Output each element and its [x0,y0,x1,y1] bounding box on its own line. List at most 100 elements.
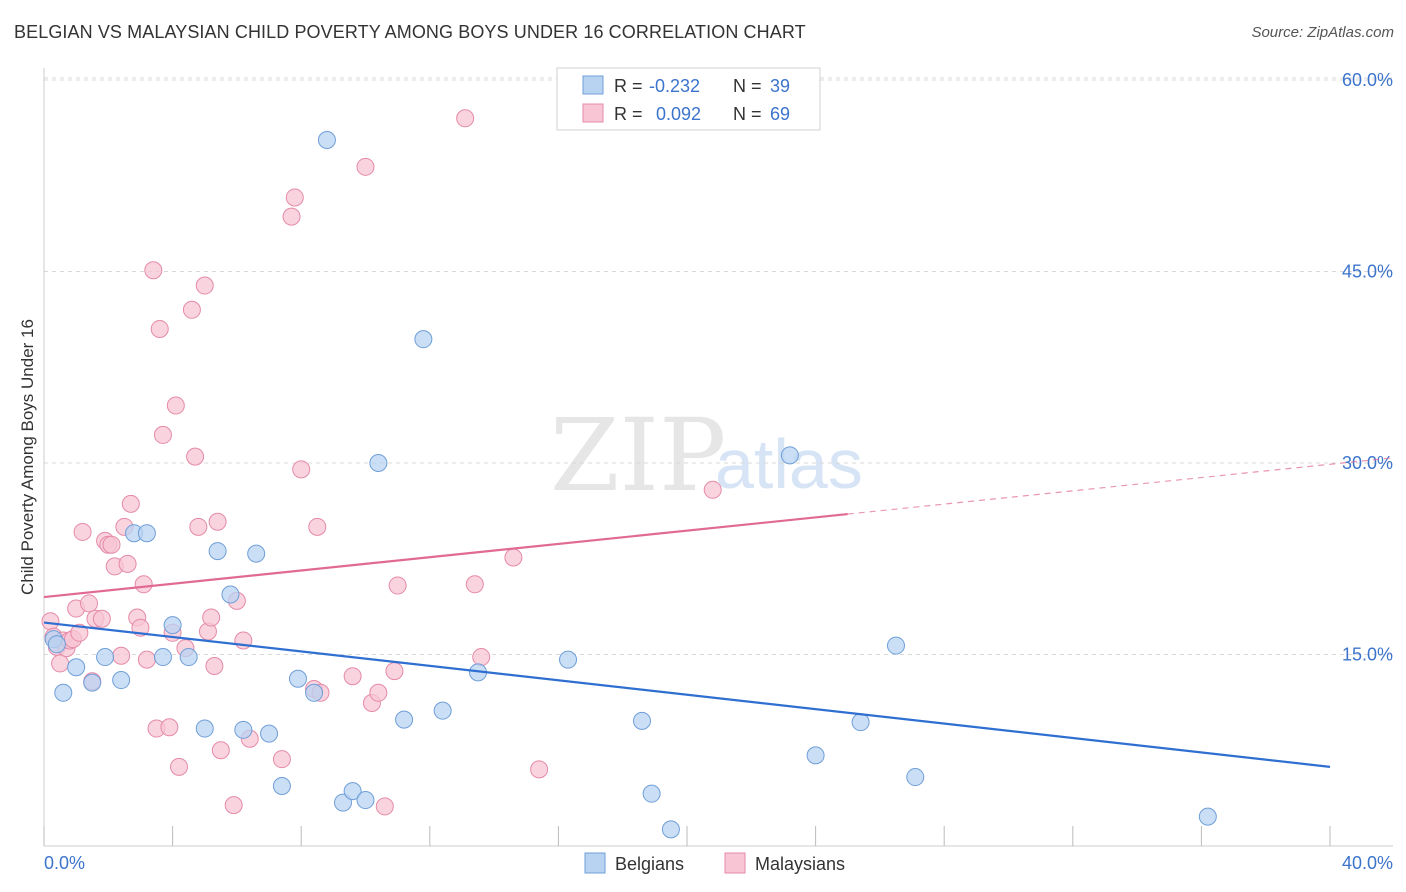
legend-r-label-belgians: R = [614,76,643,96]
point-malaysians [80,594,99,613]
point-belgians [1198,807,1217,826]
point-malaysians [375,797,394,816]
point-belgians [221,585,240,604]
point-belgians [642,784,661,803]
point-belgians [906,768,925,787]
point-malaysians [41,612,60,631]
point-belgians [333,793,352,812]
point-belgians [886,636,905,655]
watermark-zip: ZIP [550,397,726,514]
point-belgians [288,669,307,688]
y-tick-label: 30.0% [1342,453,1393,473]
point-malaysians [112,646,131,665]
point-belgians [317,131,336,150]
point-malaysians [369,683,388,702]
point-belgians [343,782,362,801]
legend-n-label-belgians: N = [733,76,762,96]
point-belgians [112,671,131,690]
trend-line-belgians [43,621,1331,768]
point-malaysians [51,654,70,673]
point-malaysians [195,276,214,295]
point-malaysians [186,447,205,466]
legend-bottom-swatch-malaysians [724,852,746,874]
point-belgians [208,542,227,561]
legend-swatch-belgians [582,75,604,95]
x-ticks [43,826,1331,846]
point-malaysians [224,796,243,815]
point-malaysians [211,741,230,760]
grid-lines [44,77,1393,655]
point-malaysians [134,575,153,594]
legend-bottom-label-belgians: Belgians [615,854,684,874]
point-malaysians [308,517,327,536]
point-belgians [195,719,214,738]
legend-stats: R = -0.232 N = 39 R = 0.092 N = 69 [556,67,821,131]
y-tick-label: 45.0% [1342,262,1393,282]
point-malaysians [285,188,304,207]
legend-series: Belgians Malaysians [584,852,845,874]
point-belgians [153,648,172,667]
trend-line-malaysians [43,512,848,599]
point-malaysians [205,656,224,675]
point-belgians [780,446,799,465]
point-malaysians [703,480,722,499]
chart-source: Source: ZipAtlas.com [1251,24,1394,41]
point-belgians [67,658,86,677]
point-belgians [260,724,279,743]
point-malaysians [465,575,484,594]
point-malaysians [137,650,156,669]
legend-n-value-malaysians: 69 [770,104,790,124]
point-malaysians [153,425,172,444]
point-malaysians [472,648,491,667]
y-tick-label: 60.0% [1342,70,1393,90]
point-malaysians [182,300,201,319]
point-malaysians [70,623,89,642]
point-belgians [96,648,115,667]
point-malaysians [456,109,475,128]
point-belgians [395,710,414,729]
point-malaysians [170,757,189,776]
legend-r-label-malaysians: R = [614,104,643,124]
x-tick-label-min: 0.0% [44,853,85,873]
point-belgians [806,746,825,765]
point-malaysians [92,609,111,628]
point-malaysians [189,517,208,536]
point-belgians [247,544,266,563]
point-malaysians [504,548,523,567]
watermark: ZIP atlas [550,397,863,514]
point-malaysians [272,750,291,769]
trend-line-extension-malaysians [847,457,1394,515]
point-malaysians [144,261,163,280]
legend-r-value-malaysians: 0.092 [656,104,701,124]
series-belgians [44,131,1217,839]
point-malaysians [166,396,185,415]
y-axis-title: Child Poverty Among Boys Under 16 [18,319,37,595]
legend-swatch-malaysians [582,103,604,123]
y-tick-labels: 15.0% 30.0% 45.0% 60.0% [1342,70,1393,665]
point-belgians [47,635,66,654]
point-belgians [272,776,291,795]
point-malaysians [282,207,301,226]
chart-title: BELGIAN VS MALAYSIAN CHILD POVERTY AMONG… [14,22,806,42]
point-malaysians [73,522,92,541]
point-belgians [559,650,578,669]
point-belgians [356,791,375,810]
legend-n-label-malaysians: N = [733,104,762,124]
point-malaysians [530,760,549,779]
y-tick-label: 15.0% [1342,645,1393,665]
point-belgians [137,524,156,543]
point-malaysians [118,554,137,573]
point-belgians [234,720,253,739]
point-malaysians [150,319,169,338]
point-malaysians [102,535,121,554]
point-malaysians [208,512,227,531]
point-belgians [83,673,102,692]
point-belgians [179,648,198,667]
point-malaysians [160,718,179,737]
point-malaysians [292,460,311,479]
point-belgians [54,683,73,702]
x-tick-label-max: 40.0% [1342,853,1393,873]
point-malaysians [385,662,404,681]
point-malaysians [121,494,140,513]
